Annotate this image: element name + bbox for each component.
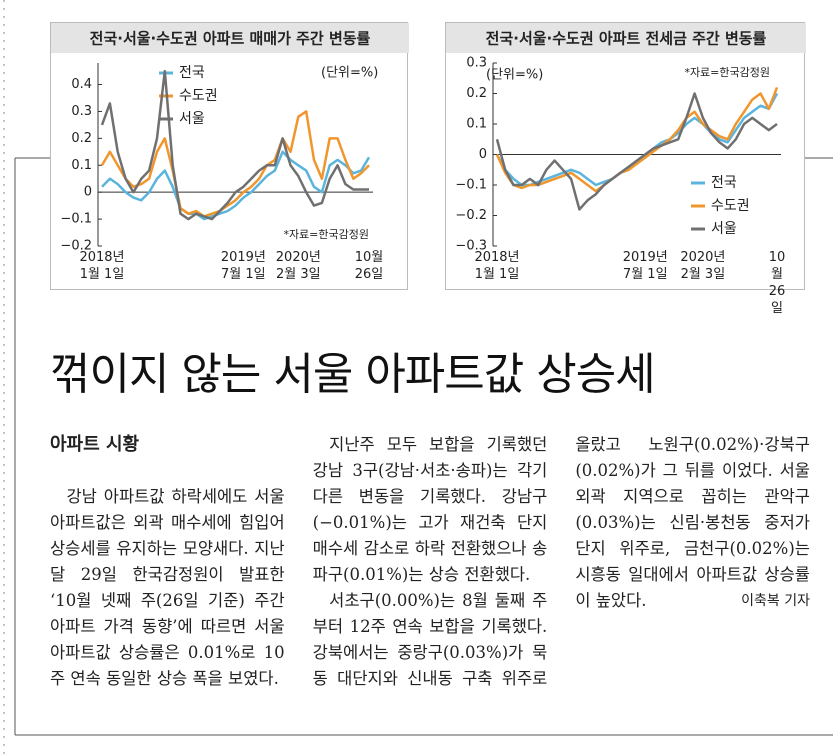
- series-line: [495, 92, 778, 211]
- paragraph: 서초구(0.00%)는 8월 둘째 주부터 12주 연속 보합을 기록했다. 강…: [312, 435, 810, 688]
- article-body: 아파트 시황 강남 아파트값 하락세에도 서울 아파트값은 외곽 매수세에 힘입…: [50, 432, 810, 717]
- paragraph: 지난주 모두 보합을 기록했던 강남 3구(강남·서초·송파)는 각기 다른 변…: [312, 435, 548, 584]
- title-band: [446, 23, 806, 53]
- chart-title: 전국·서울·수도권 아파트 전세금 주간 변동률: [486, 30, 767, 48]
- y-tick-label: 0.1: [71, 158, 92, 173]
- y-tick-label: −0.3: [455, 239, 487, 254]
- unit-label: (단위=%): [486, 68, 543, 83]
- source-note: *자료=한국감정원: [684, 66, 770, 79]
- chart: 전국·서울·수도권 아파트 매매가 주간 변동률 −0.2 −0.1 0 0.1 0.2 0…: [51, 23, 409, 254]
- legend-label: 수도권: [179, 88, 218, 104]
- series-line: [495, 86, 779, 193]
- y-tick-label: 0.4: [71, 77, 92, 92]
- series-line: [100, 69, 369, 221]
- y-tick-label: 0.2: [466, 86, 487, 101]
- x-tick-label: 10월 26일: [354, 250, 384, 282]
- legend-label: 서울: [179, 111, 205, 127]
- series-line: [101, 150, 371, 221]
- chart-box: 전국·서울·수도권 아파트 전세금 주간 변동률 −0.3 −0.2 −0.1 0 0.1…: [445, 22, 806, 316]
- x-tick-label: 2018년 1월 1일: [79, 250, 125, 282]
- legend-label: 서울: [711, 221, 737, 237]
- series-line: [100, 110, 370, 218]
- legend-label: 전국: [179, 65, 205, 81]
- y-tick-label: −0.2: [455, 208, 487, 223]
- x-tick-label: 2019년 7월 1일: [220, 250, 266, 282]
- y-tick-label: 0.1: [466, 117, 487, 132]
- y-tick-label: −0.1: [455, 178, 487, 193]
- chart-title: 전국·서울·수도권 아파트 매매가 주간 변동률: [90, 30, 371, 48]
- section-title: 아파트 시황: [50, 434, 140, 455]
- chart-box: 전국·서울·수도권 아파트 매매가 주간 변동률 −0.2 −0.1 0 0.1 0.2 0…: [50, 22, 409, 290]
- legend-label: 수도권: [711, 198, 750, 214]
- x-tick-label: 2019년 7월 1일: [622, 250, 668, 282]
- x-tick-label: 2018년 1월 1일: [474, 250, 520, 282]
- x-tick-label: 2020년 2월 3일: [680, 250, 726, 282]
- chart: 전국·서울·수도권 아파트 전세금 주간 변동률 −0.3 −0.2 −0.1 0 0.1…: [446, 23, 806, 254]
- y-tick-label: 0.2: [71, 131, 92, 146]
- y-tick-label: 0: [84, 185, 92, 200]
- y-tick-label: 0: [479, 147, 487, 162]
- paragraph: 강남 아파트값 하락세에도 서울 아파트값은 외곽 매수세에 힘입어 상승세를 …: [50, 487, 285, 688]
- byline: 이축복 기자: [741, 593, 810, 609]
- source-note: *자료=한국감정원: [283, 228, 369, 241]
- x-tick-label: 10월 26일: [768, 250, 786, 316]
- y-tick-label: −0.2: [60, 239, 92, 254]
- y-tick-label: −0.1: [60, 212, 92, 227]
- unit-label: (단위=%): [321, 66, 378, 81]
- title-band: [51, 23, 409, 53]
- y-tick-label: 0.3: [466, 56, 487, 71]
- x-tick-label: 2020년 2월 3일: [275, 250, 321, 282]
- headline: 꺾이지 않는 서울 아파트값 상승세: [50, 349, 656, 400]
- legend-label: 전국: [711, 175, 737, 191]
- y-tick-label: 0.3: [71, 104, 92, 119]
